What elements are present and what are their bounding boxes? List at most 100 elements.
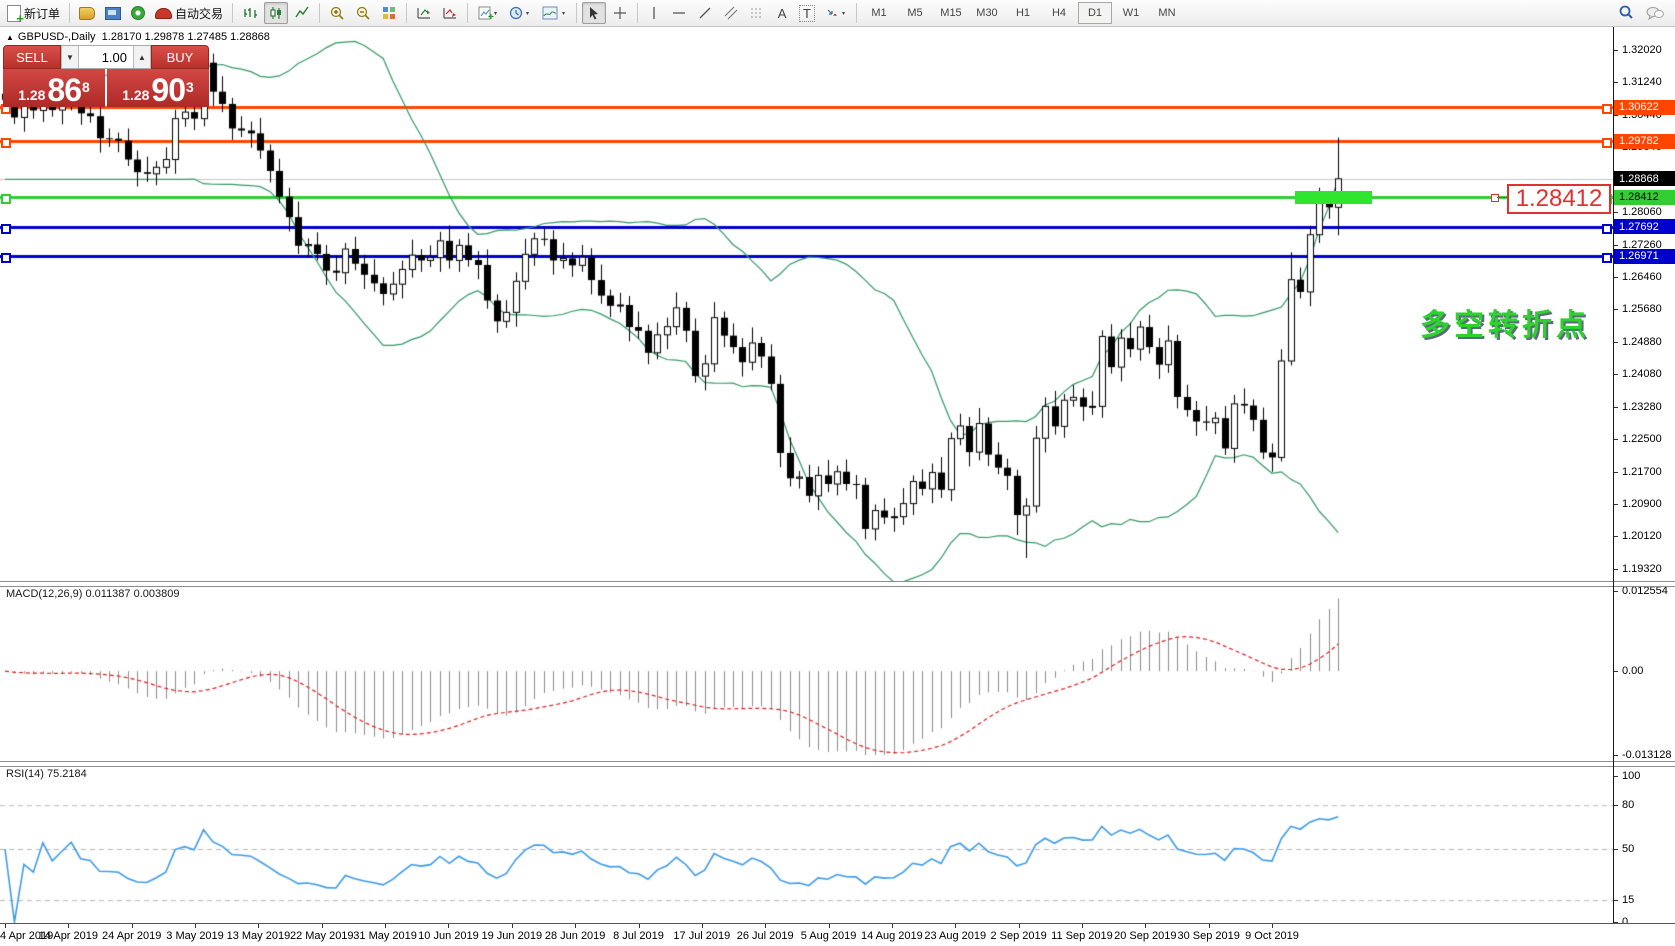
line-chart-button[interactable] [290,2,314,24]
chart-annotation-text[interactable]: 多空转折点 [1420,309,1590,342]
line-handle[interactable] [1602,138,1612,149]
zoom-out-button[interactable] [351,2,375,24]
auto-trading-button[interactable]: 自动交易 [151,2,227,24]
cursor-tool-button[interactable] [582,2,607,24]
price-tick [1613,114,1618,116]
price-tick [1613,277,1618,279]
macd-tick-label: 0.012554 [1622,585,1668,597]
volume-increase-button[interactable]: ▲ [133,46,151,68]
horizontal-line-icon [673,12,686,14]
line-handle[interactable] [1,223,11,234]
new-chart-dropdown[interactable]: + [473,2,503,24]
price-tick [1613,374,1618,376]
rsi-canvas[interactable] [0,765,1613,923]
time-tick [322,924,323,928]
time-tick [512,924,513,928]
price-tick-label: 1.28060 [1622,205,1662,218]
text-tool[interactable]: A [771,2,793,24]
price-tick [1613,407,1618,409]
chat-button[interactable] [1641,2,1669,24]
terminal-button[interactable] [101,2,125,24]
crosshair-icon [614,7,627,19]
price-level-badge: 1.26971 [1614,248,1675,264]
market-watch-button[interactable] [75,2,99,24]
chart-expand-icon[interactable]: ▲ [6,33,14,42]
timeframe-h4[interactable]: H4 [1051,7,1067,19]
price-axis-line [1613,27,1614,923]
channel-tool[interactable] [719,2,743,24]
price-callout[interactable]: 1.28412 [1507,184,1611,215]
panel-divider[interactable] [0,761,1675,767]
price-tick-label: 1.20120 [1622,530,1662,543]
time-tick [1019,924,1020,928]
highlight-rectangle[interactable] [1295,190,1372,204]
price-tick-label: 1.24880 [1622,335,1662,348]
horizontal-line-tool[interactable] [667,2,691,24]
time-tick [1272,924,1273,928]
line-handle[interactable] [1602,253,1612,264]
line-handle[interactable] [1,194,11,205]
time-tick [132,924,133,928]
auto-scroll-button[interactable] [438,2,462,24]
line-handle[interactable] [1602,104,1612,115]
auto-trading-label: 自动交易 [175,6,224,21]
price-level-badge: 1.28412 [1614,189,1675,205]
fibonacci-tool[interactable] [745,2,769,24]
crosshair-tool-button[interactable] [608,2,632,24]
time-tick [1145,924,1146,928]
trendline-tool[interactable] [693,2,717,24]
search-button[interactable] [1613,2,1639,24]
timeframe-m5[interactable]: M5 [907,7,923,19]
rsi-tick [1613,776,1618,777]
time-tick [448,924,449,928]
panel-divider[interactable] [0,581,1675,587]
timeframe-w1[interactable]: W1 [1122,7,1140,19]
line-handle[interactable] [1,138,11,149]
trendline-icon [699,7,711,19]
timeframe-d1[interactable]: D1 [1077,2,1112,24]
buy-button[interactable]: BUY [151,45,209,69]
rsi-tick-label: 100 [1622,770,1641,782]
new-order-icon: + [7,4,24,25]
news-button[interactable] [127,2,149,24]
callout-anchor[interactable] [1491,194,1499,203]
time-tick-label: 14 Aug 2019 [860,930,923,942]
timeframe-mn[interactable]: MN [1158,7,1176,19]
price-tick [1613,81,1618,83]
tile-windows-button[interactable] [377,2,401,24]
line-chart-icon [295,6,309,18]
time-tick [68,924,69,928]
text-label-icon: T [799,4,815,22]
ohlc-close: 1.28868 [230,31,270,43]
volume-input[interactable]: 1.00 [101,49,127,65]
arrows-tool-dropdown[interactable] [821,2,851,24]
buy-price-big: 90 [151,72,186,108]
sell-price[interactable]: 1.28 86 8 [3,69,105,107]
buy-price[interactable]: 1.28 90 3 [107,69,209,107]
timeframe-m15[interactable]: M15 [940,7,962,19]
timeframe-m1[interactable]: M1 [871,7,887,19]
price-tick [1613,536,1618,538]
vertical-line-tool[interactable] [643,2,665,24]
timeframe-m30[interactable]: M30 [976,7,998,19]
price-chart-canvas[interactable] [0,27,1613,581]
vertical-line-icon [653,7,655,19]
periods-dropdown[interactable] [505,2,535,24]
volume-decrease-button[interactable]: ▼ [61,46,79,68]
timeframe-h1[interactable]: H1 [1015,7,1031,19]
bar-chart-button[interactable] [238,2,262,24]
templates-dropdown[interactable] [537,2,571,24]
new-order-button[interactable]: + 新订单 [3,2,64,25]
time-tick [195,924,196,928]
chart-shift-button[interactable] [412,2,436,24]
candlestick-chart-button[interactable] [264,2,289,24]
auto-trading-icon [155,7,173,19]
time-axis[interactable]: 4 Apr 2019 14 Apr 2019 24 Apr 2019 3 May 20… [0,923,1675,946]
rsi-tick [1613,805,1618,807]
line-handle[interactable] [1602,223,1612,234]
text-label-tool[interactable]: T [795,2,819,24]
line-handle[interactable] [1,253,11,264]
macd-canvas[interactable] [0,585,1613,761]
zoom-in-button[interactable] [325,2,349,24]
sell-button[interactable]: SELL [3,45,61,69]
